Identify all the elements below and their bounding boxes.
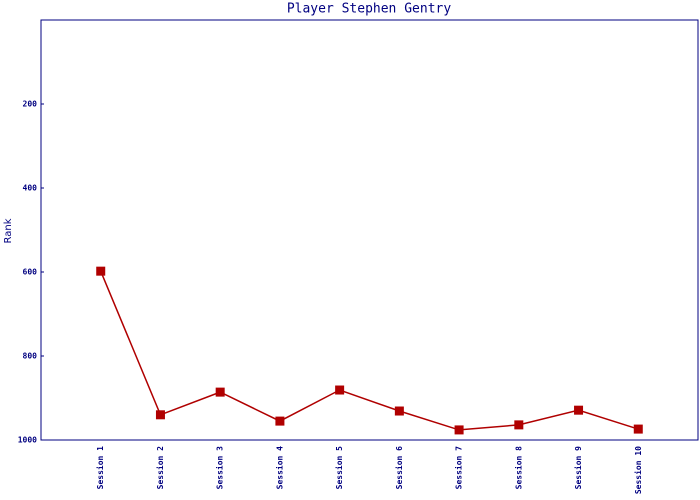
x-tick-label: Session 2 <box>155 446 165 490</box>
point <box>275 416 285 426</box>
y-tick-label: 400 <box>23 184 38 193</box>
point <box>454 425 464 435</box>
x-tick-label: Session 3 <box>215 446 225 490</box>
chart-title: Player Stephen Gentry <box>287 2 452 17</box>
point <box>215 387 225 397</box>
point <box>514 420 524 430</box>
point <box>96 266 106 276</box>
x-tick-label: Session 1 <box>95 446 105 490</box>
x-tick-label: Session 6 <box>394 446 404 490</box>
x-tick-label: Session 5 <box>334 446 344 490</box>
point <box>633 424 643 434</box>
point <box>335 385 345 395</box>
y-tick-label: 200 <box>23 100 38 109</box>
y-axis-label: Rank <box>3 218 14 243</box>
x-tick-label: Session 7 <box>454 446 464 490</box>
x-tick-label: Session 10 <box>633 446 643 494</box>
y-tick-label: 800 <box>23 352 38 361</box>
y-tick-label: 1000 <box>18 436 37 445</box>
y-tick-label: 600 <box>23 268 38 277</box>
point <box>394 406 404 416</box>
line <box>100 270 639 431</box>
x-tick-label: Session 4 <box>274 446 284 490</box>
point <box>574 405 584 415</box>
x-tick-label: Session 8 <box>513 446 523 490</box>
plot-frame <box>40 19 699 441</box>
point <box>155 410 165 420</box>
x-tick-label: Session 9 <box>573 446 583 490</box>
